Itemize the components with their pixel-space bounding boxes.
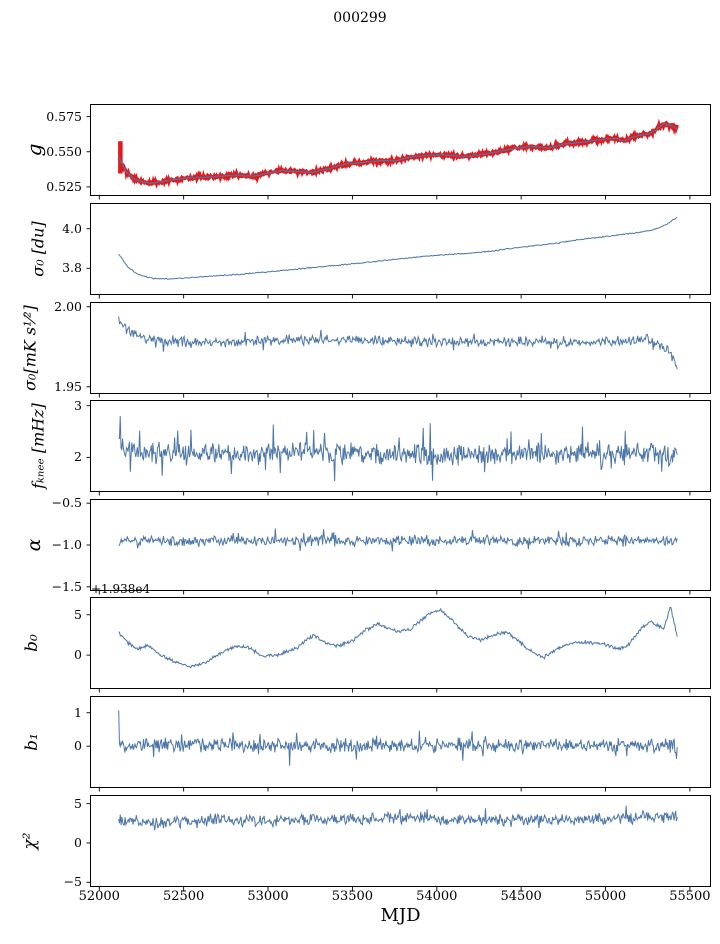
axes-border bbox=[90, 203, 711, 295]
xlabel-mjd: MJD bbox=[380, 905, 421, 926]
y-tick-label-sigma0-mks: 2.00 bbox=[54, 298, 82, 314]
subplot-sigma0-du bbox=[86, 203, 711, 299]
y-tick-label-b0: 5 bbox=[74, 606, 82, 622]
y-tick-label-chi2: 5 bbox=[74, 795, 82, 811]
axes-border bbox=[90, 400, 711, 492]
y-tick-label-g: 0.575 bbox=[46, 108, 82, 124]
y-tick-label-alpha: −1.5 bbox=[51, 578, 82, 594]
axes-border bbox=[90, 696, 711, 788]
y-tick-label-chi2: 0 bbox=[74, 834, 82, 850]
x-tick-label: 52500 bbox=[162, 889, 205, 904]
y-tick-label-fknee: 3 bbox=[74, 397, 82, 413]
y-tick-label-g: 0.525 bbox=[46, 178, 82, 194]
y-tick-label-b0: 0 bbox=[74, 647, 82, 663]
y-tick-label-alpha: −0.5 bbox=[51, 495, 82, 511]
subplot-fknee bbox=[86, 400, 711, 496]
axis-offset-text: +1.938e4 bbox=[91, 582, 151, 596]
ylabel-fknee: fₖₙₑₑ [mHz] bbox=[28, 403, 48, 489]
series-sigma0-du bbox=[118, 216, 678, 280]
subplot-alpha bbox=[86, 499, 711, 595]
series-alpha bbox=[118, 528, 678, 552]
series-chi2 bbox=[118, 805, 678, 831]
ylabel-sigma0-mks: σ₀[mK s¹⁄²] bbox=[20, 305, 40, 391]
y-tick-label-b1: 0 bbox=[74, 738, 82, 754]
y-tick-label-alpha: −1.0 bbox=[51, 537, 82, 552]
axes-border bbox=[90, 597, 711, 689]
y-tick-label-chi2: −5 bbox=[63, 874, 82, 890]
x-tick-label: 55500 bbox=[669, 889, 711, 904]
x-tick-label: 55000 bbox=[584, 889, 627, 904]
axes-border bbox=[90, 795, 711, 887]
subplot-b0 bbox=[86, 597, 711, 693]
subplot-b1 bbox=[86, 696, 711, 792]
x-tick-label: 53000 bbox=[247, 889, 289, 904]
series-g-fit-red bbox=[117, 118, 679, 189]
y-tick-label-sigma0-du: 3.8 bbox=[62, 260, 82, 276]
axes-border bbox=[90, 499, 711, 591]
y-tick-label-b1: 1 bbox=[74, 704, 82, 720]
y-tick-label-fknee: 2 bbox=[74, 449, 82, 465]
subplot-g bbox=[86, 104, 711, 200]
axes-border bbox=[90, 302, 711, 394]
y-tick-label-sigma0-du: 4.0 bbox=[62, 220, 82, 236]
subplot-sigma0-mks bbox=[86, 302, 711, 398]
x-tick-label: 54500 bbox=[500, 889, 542, 904]
y-tick-label-g: 0.550 bbox=[46, 143, 82, 159]
series-fknee bbox=[118, 416, 678, 482]
series-sigma0-mks bbox=[118, 316, 678, 370]
figure-title: 000299 bbox=[333, 10, 387, 26]
series-b0 bbox=[118, 606, 678, 669]
y-tick-label-sigma0-mks: 1.95 bbox=[54, 378, 82, 394]
x-tick-label: 52000 bbox=[78, 889, 120, 904]
subplot-chi2 bbox=[86, 795, 711, 891]
x-tick-label: 53500 bbox=[331, 889, 374, 904]
series-g-smooth-blue bbox=[118, 123, 678, 184]
x-tick-label: 54000 bbox=[416, 889, 458, 904]
series-b1 bbox=[118, 710, 678, 766]
axes-border bbox=[90, 104, 711, 196]
